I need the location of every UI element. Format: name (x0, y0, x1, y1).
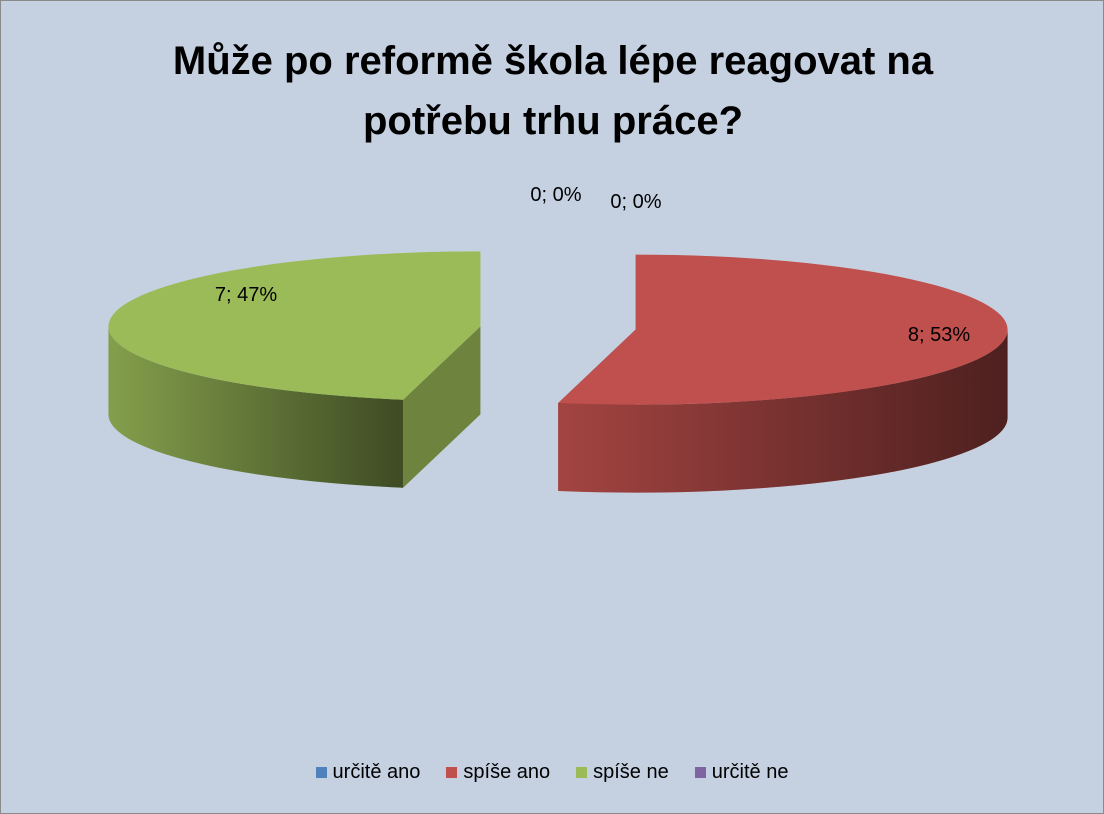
data-label: 0; 0% (610, 191, 661, 213)
legend-item: spíše ne (576, 761, 669, 784)
chart-title: Může po reformě škola lépe reagovat na p… (172, 39, 934, 143)
legend-label: spíše ne (593, 761, 669, 783)
data-label: 0; 0% (530, 184, 581, 206)
legend-swatch (694, 767, 706, 778)
legend-label: určitě ano (332, 761, 421, 783)
slice-side (403, 326, 481, 488)
legend-label: určitě ne (711, 761, 789, 783)
legend-swatch (315, 767, 327, 778)
legend-item: určitě ne (694, 761, 789, 784)
data-label: 7; 47% (215, 284, 277, 306)
legend-swatch (446, 767, 458, 778)
legend-swatch (576, 767, 588, 778)
legend-item: spíše ano (446, 761, 550, 784)
legend-item: určitě ano (315, 761, 421, 784)
slice-wall-shade (558, 329, 1008, 493)
data-label: 8; 53% (908, 324, 970, 346)
slice (558, 254, 1008, 405)
legend-label: spíše ano (463, 761, 551, 783)
slice-wall-shade (108, 326, 404, 488)
slice (108, 251, 481, 400)
legend: určitě ano spíše ano spíše ne určitě ne (1, 761, 1103, 784)
